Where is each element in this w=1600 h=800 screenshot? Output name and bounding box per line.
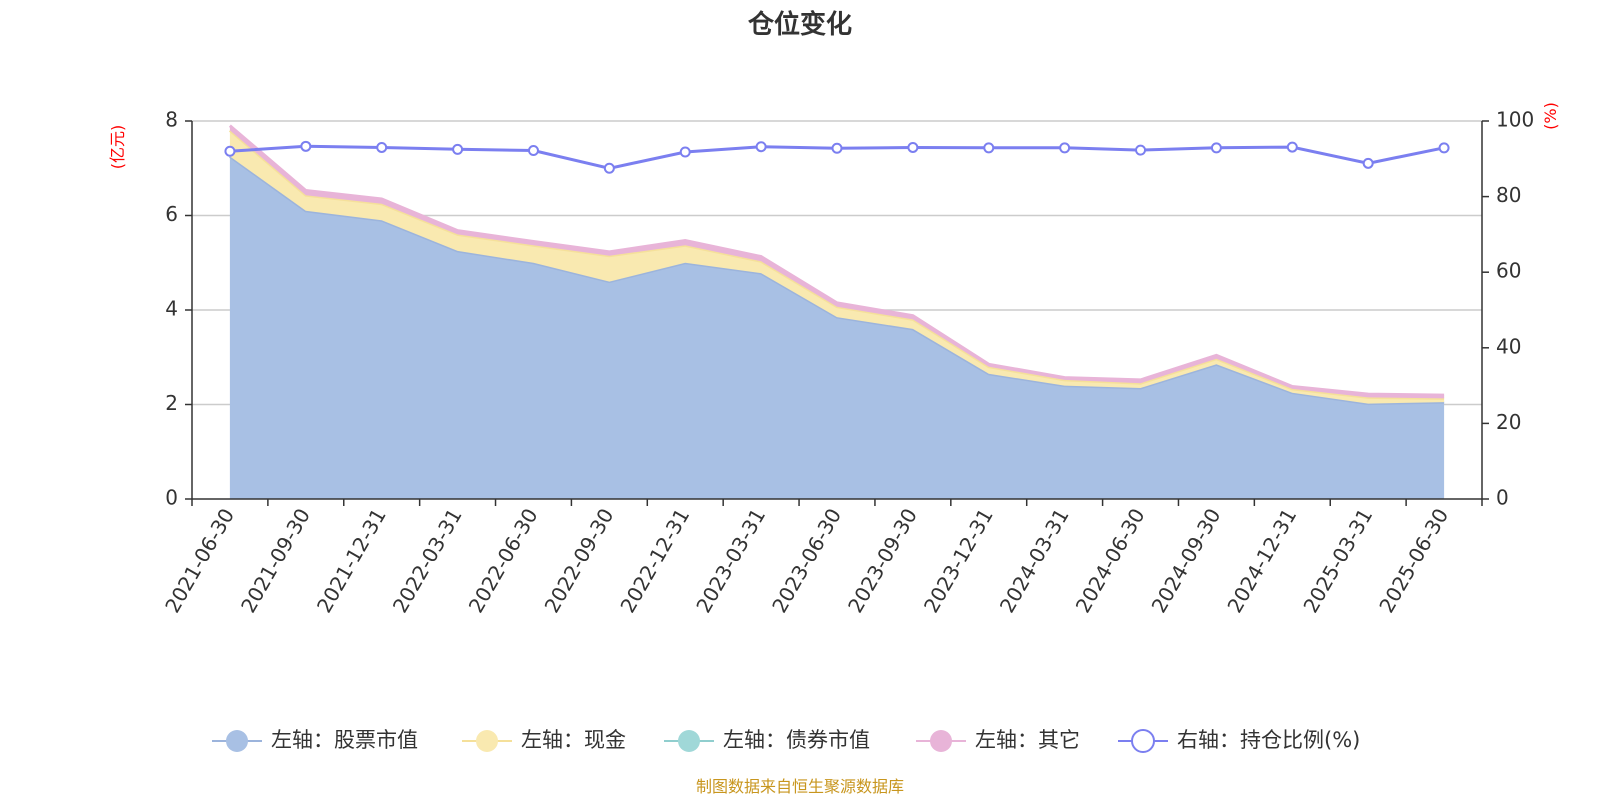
ratio-point [1362,157,1374,169]
stacked-areas [228,124,1445,499]
ratio-point [1135,144,1147,156]
source-note: 制图数据来自恒生聚源数据库 [696,777,904,796]
ratio-point [983,142,995,154]
x-tick-label: 2024-06-30 [1071,504,1150,617]
x-tick-label: 2024-03-31 [995,504,1074,617]
ratio-point [1059,142,1071,154]
chart-title: 仓位变化 [747,9,852,40]
x-tick-label: 2021-09-30 [236,504,315,617]
holding-ratio-series [224,140,1450,174]
legend-label: 左轴：债券市值 [723,728,870,752]
ratio-point [831,142,843,154]
right-y-tick-label: 80 [1496,183,1521,207]
x-tick-label: 2021-06-30 [160,504,239,617]
x-tick-label: 2023-09-30 [843,504,922,617]
legend: 左轴：股票市值 左轴：现金 左轴：债券市值 左轴：其它 右轴：持仓比例(%) [212,728,1360,753]
area-line-左轴：其它 [228,124,1445,397]
ratio-point [1438,142,1450,154]
x-tick-label: 2023-03-31 [691,504,770,617]
left-y-tick-label: 8 [165,108,178,132]
left-y-tick-label: 0 [165,486,178,510]
legend-marker [476,730,498,752]
ratio-point [603,162,615,174]
area-左轴：股票市值 [229,156,1445,499]
x-tick-label: 2022-06-30 [464,504,543,617]
x-tick-label: 2022-03-31 [388,504,467,617]
ratio-point [1286,141,1298,153]
x-tick-label: 2022-12-31 [615,504,694,617]
ratio-point [527,144,539,156]
x-tick-label: 2025-06-30 [1374,504,1453,617]
ratio-point [755,141,767,153]
ratio-point [907,141,919,153]
left-y-tick-label: 6 [165,202,178,226]
ratio-point [1210,142,1222,154]
legend-label: 右轴：持仓比例(%) [1177,728,1360,752]
right-y-tick-label: 0 [1496,486,1509,510]
right-y-tick-label: 40 [1496,334,1521,358]
legend-marker [226,730,248,752]
right-y-tick-label: 20 [1496,410,1521,434]
legend-label: 左轴：其它 [975,728,1080,752]
x-tick-label: 2024-09-30 [1147,504,1226,617]
legend-marker [678,730,700,752]
ratio-point [452,143,464,155]
x-tick-label: 2025-03-31 [1298,504,1377,617]
legend-label: 左轴：现金 [521,728,626,752]
ratio-point [224,145,236,157]
legend-label: 左轴：股票市值 [271,728,418,752]
left-axis-unit: (亿元) [108,125,127,170]
right-axis-unit: (%) [1541,102,1560,130]
left-y-tick-label: 2 [165,391,178,415]
x-tick-label: 2024-12-31 [1222,504,1301,617]
ratio-point [376,141,388,153]
right-y-tick-label: 100 [1496,108,1534,132]
right-y-tick-label: 60 [1496,259,1521,283]
x-tick-label: 2023-12-31 [919,504,998,617]
left-y-tick-label: 4 [165,297,178,321]
x-tick-label: 2023-06-30 [767,504,846,617]
x-tick-label: 2021-12-31 [312,504,391,617]
ratio-point [679,146,691,158]
legend-marker [1131,729,1155,753]
x-tick-label: 2022-09-30 [540,504,619,617]
legend-marker [930,730,952,752]
ratio-point [300,140,312,152]
